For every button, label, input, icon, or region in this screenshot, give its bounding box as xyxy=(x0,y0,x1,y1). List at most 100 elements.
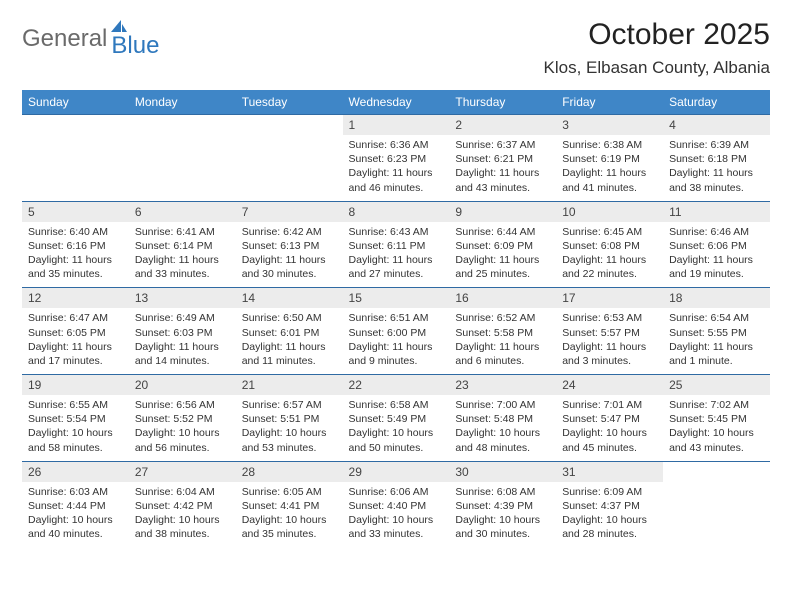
daylight-text: Daylight: 11 hours and 46 minutes. xyxy=(349,166,444,194)
sunset-text: Sunset: 4:40 PM xyxy=(349,499,444,513)
sunrise-text: Sunrise: 6:44 AM xyxy=(455,225,550,239)
day-number: 12 xyxy=(22,288,129,308)
day-number: 28 xyxy=(236,462,343,482)
daylight-text: Daylight: 11 hours and 33 minutes. xyxy=(135,253,230,281)
day-details: Sunrise: 6:51 AMSunset: 6:00 PMDaylight:… xyxy=(343,308,450,374)
day-number: 30 xyxy=(449,462,556,482)
daylight-text: Daylight: 11 hours and 27 minutes. xyxy=(349,253,444,281)
sunrise-text: Sunrise: 6:54 AM xyxy=(669,311,764,325)
daylight-text: Daylight: 10 hours and 30 minutes. xyxy=(455,513,550,541)
calendar-day-cell: 26Sunrise: 6:03 AMSunset: 4:44 PMDayligh… xyxy=(22,461,129,547)
daylight-text: Daylight: 10 hours and 48 minutes. xyxy=(455,426,550,454)
sunset-text: Sunset: 6:06 PM xyxy=(669,239,764,253)
sunset-text: Sunset: 6:05 PM xyxy=(28,326,123,340)
calendar-day-cell: 27Sunrise: 6:04 AMSunset: 4:42 PMDayligh… xyxy=(129,461,236,547)
day-number: 15 xyxy=(343,288,450,308)
daylight-text: Daylight: 11 hours and 30 minutes. xyxy=(242,253,337,281)
sunset-text: Sunset: 5:55 PM xyxy=(669,326,764,340)
calendar-day-cell: 4Sunrise: 6:39 AMSunset: 6:18 PMDaylight… xyxy=(663,115,770,202)
weekday-header-row: Sunday Monday Tuesday Wednesday Thursday… xyxy=(22,90,770,115)
day-number: 3 xyxy=(556,115,663,135)
day-details: Sunrise: 6:38 AMSunset: 6:19 PMDaylight:… xyxy=(556,135,663,201)
calendar-day-cell: 17Sunrise: 6:53 AMSunset: 5:57 PMDayligh… xyxy=(556,288,663,375)
day-details: Sunrise: 6:55 AMSunset: 5:54 PMDaylight:… xyxy=(22,395,129,461)
sunset-text: Sunset: 4:37 PM xyxy=(562,499,657,513)
daylight-text: Daylight: 11 hours and 3 minutes. xyxy=(562,340,657,368)
sunrise-text: Sunrise: 6:36 AM xyxy=(349,138,444,152)
day-details: Sunrise: 6:36 AMSunset: 6:23 PMDaylight:… xyxy=(343,135,450,201)
sunset-text: Sunset: 6:01 PM xyxy=(242,326,337,340)
calendar-day-cell xyxy=(236,115,343,202)
calendar-week-row: 26Sunrise: 6:03 AMSunset: 4:44 PMDayligh… xyxy=(22,461,770,547)
weekday-header: Friday xyxy=(556,90,663,115)
calendar-day-cell: 3Sunrise: 6:38 AMSunset: 6:19 PMDaylight… xyxy=(556,115,663,202)
sunrise-text: Sunrise: 6:45 AM xyxy=(562,225,657,239)
day-number: 29 xyxy=(343,462,450,482)
sunrise-text: Sunrise: 6:03 AM xyxy=(28,485,123,499)
sunrise-text: Sunrise: 6:57 AM xyxy=(242,398,337,412)
day-details: Sunrise: 6:46 AMSunset: 6:06 PMDaylight:… xyxy=(663,222,770,288)
day-number: 2 xyxy=(449,115,556,135)
daylight-text: Daylight: 11 hours and 1 minute. xyxy=(669,340,764,368)
sunset-text: Sunset: 5:57 PM xyxy=(562,326,657,340)
calendar-day-cell: 19Sunrise: 6:55 AMSunset: 5:54 PMDayligh… xyxy=(22,375,129,462)
day-number: 11 xyxy=(663,202,770,222)
sunrise-text: Sunrise: 6:42 AM xyxy=(242,225,337,239)
logo-part1: General xyxy=(22,25,107,53)
month-title: October 2025 xyxy=(544,18,771,52)
sunrise-text: Sunrise: 6:08 AM xyxy=(455,485,550,499)
calendar-day-cell: 9Sunrise: 6:44 AMSunset: 6:09 PMDaylight… xyxy=(449,201,556,288)
sunrise-text: Sunrise: 6:51 AM xyxy=(349,311,444,325)
calendar-day-cell: 21Sunrise: 6:57 AMSunset: 5:51 PMDayligh… xyxy=(236,375,343,462)
day-number: 26 xyxy=(22,462,129,482)
daylight-text: Daylight: 11 hours and 19 minutes. xyxy=(669,253,764,281)
sunset-text: Sunset: 5:52 PM xyxy=(135,412,230,426)
daylight-text: Daylight: 11 hours and 43 minutes. xyxy=(455,166,550,194)
day-number: 16 xyxy=(449,288,556,308)
day-number: 31 xyxy=(556,462,663,482)
sunrise-text: Sunrise: 6:04 AM xyxy=(135,485,230,499)
calendar-day-cell xyxy=(129,115,236,202)
sunrise-text: Sunrise: 6:55 AM xyxy=(28,398,123,412)
sunset-text: Sunset: 5:45 PM xyxy=(669,412,764,426)
sunrise-text: Sunrise: 6:39 AM xyxy=(669,138,764,152)
calendar-day-cell xyxy=(663,461,770,547)
location: Klos, Elbasan County, Albania xyxy=(544,58,771,78)
day-details: Sunrise: 6:06 AMSunset: 4:40 PMDaylight:… xyxy=(343,482,450,548)
sunrise-text: Sunrise: 6:05 AM xyxy=(242,485,337,499)
sunrise-text: Sunrise: 6:56 AM xyxy=(135,398,230,412)
day-number: 23 xyxy=(449,375,556,395)
day-details: Sunrise: 6:50 AMSunset: 6:01 PMDaylight:… xyxy=(236,308,343,374)
calendar-day-cell: 13Sunrise: 6:49 AMSunset: 6:03 PMDayligh… xyxy=(129,288,236,375)
day-number: 25 xyxy=(663,375,770,395)
day-details: Sunrise: 6:43 AMSunset: 6:11 PMDaylight:… xyxy=(343,222,450,288)
sunset-text: Sunset: 6:19 PM xyxy=(562,152,657,166)
sunset-text: Sunset: 6:03 PM xyxy=(135,326,230,340)
sunrise-text: Sunrise: 6:09 AM xyxy=(562,485,657,499)
weekday-header: Monday xyxy=(129,90,236,115)
daylight-text: Daylight: 10 hours and 50 minutes. xyxy=(349,426,444,454)
sunrise-text: Sunrise: 7:02 AM xyxy=(669,398,764,412)
day-number: 4 xyxy=(663,115,770,135)
day-number: 5 xyxy=(22,202,129,222)
calendar-day-cell: 22Sunrise: 6:58 AMSunset: 5:49 PMDayligh… xyxy=(343,375,450,462)
day-details: Sunrise: 6:44 AMSunset: 6:09 PMDaylight:… xyxy=(449,222,556,288)
calendar-week-row: 1Sunrise: 6:36 AMSunset: 6:23 PMDaylight… xyxy=(22,115,770,202)
sunset-text: Sunset: 4:41 PM xyxy=(242,499,337,513)
sunrise-text: Sunrise: 6:38 AM xyxy=(562,138,657,152)
daylight-text: Daylight: 10 hours and 58 minutes. xyxy=(28,426,123,454)
daylight-text: Daylight: 10 hours and 35 minutes. xyxy=(242,513,337,541)
calendar-day-cell: 24Sunrise: 7:01 AMSunset: 5:47 PMDayligh… xyxy=(556,375,663,462)
day-number: 1 xyxy=(343,115,450,135)
day-details: Sunrise: 6:39 AMSunset: 6:18 PMDaylight:… xyxy=(663,135,770,201)
sunrise-text: Sunrise: 6:43 AM xyxy=(349,225,444,239)
sunset-text: Sunset: 6:21 PM xyxy=(455,152,550,166)
sunrise-text: Sunrise: 6:52 AM xyxy=(455,311,550,325)
sunrise-text: Sunrise: 6:40 AM xyxy=(28,225,123,239)
daylight-text: Daylight: 10 hours and 43 minutes. xyxy=(669,426,764,454)
day-number: 10 xyxy=(556,202,663,222)
title-area: October 2025 Klos, Elbasan County, Alban… xyxy=(544,18,771,78)
day-details: Sunrise: 6:41 AMSunset: 6:14 PMDaylight:… xyxy=(129,222,236,288)
daylight-text: Daylight: 10 hours and 56 minutes. xyxy=(135,426,230,454)
day-details: Sunrise: 6:09 AMSunset: 4:37 PMDaylight:… xyxy=(556,482,663,548)
